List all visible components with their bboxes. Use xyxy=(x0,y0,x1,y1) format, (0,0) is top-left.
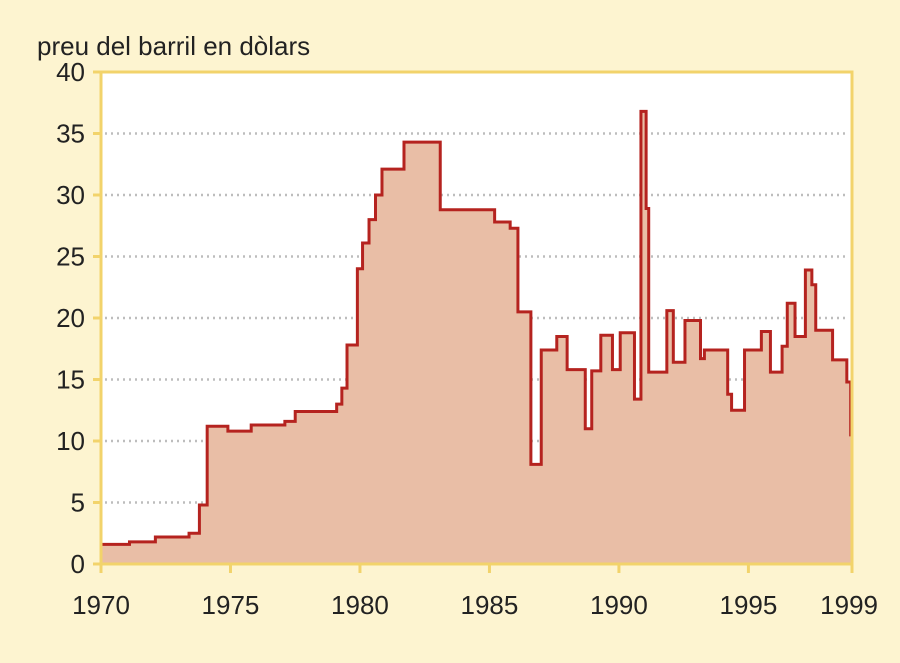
x-tick-label: 1985 xyxy=(461,590,519,620)
x-tick-label: 1975 xyxy=(202,590,260,620)
x-tick-label: 1995 xyxy=(719,590,777,620)
x-tick-label: 1990 xyxy=(590,590,648,620)
price-area-fill xyxy=(101,111,852,565)
x-tick-label: 1980 xyxy=(331,590,389,620)
x-tick-label: 1999 xyxy=(820,590,878,620)
y-tick-label: 15 xyxy=(56,365,85,395)
x-tick-label: 1970 xyxy=(72,590,130,620)
y-tick-label: 35 xyxy=(56,119,85,149)
y-tick-label: 5 xyxy=(71,488,85,518)
y-tick-label: 20 xyxy=(56,303,85,333)
y-tick-label: 30 xyxy=(56,180,85,210)
y-axis-label: preu del barril en dòlars xyxy=(37,31,310,61)
y-tick-label: 10 xyxy=(56,426,85,456)
y-tick-label: 25 xyxy=(56,242,85,272)
axis-ticks: 0 5 10 15 20 25 30 35 40 1970 1975 1980 1985 1990 1995… xyxy=(56,57,878,620)
y-tick-label: 0 xyxy=(71,549,85,579)
y-tick-label: 40 xyxy=(56,57,85,87)
price-step-line xyxy=(101,109,853,546)
